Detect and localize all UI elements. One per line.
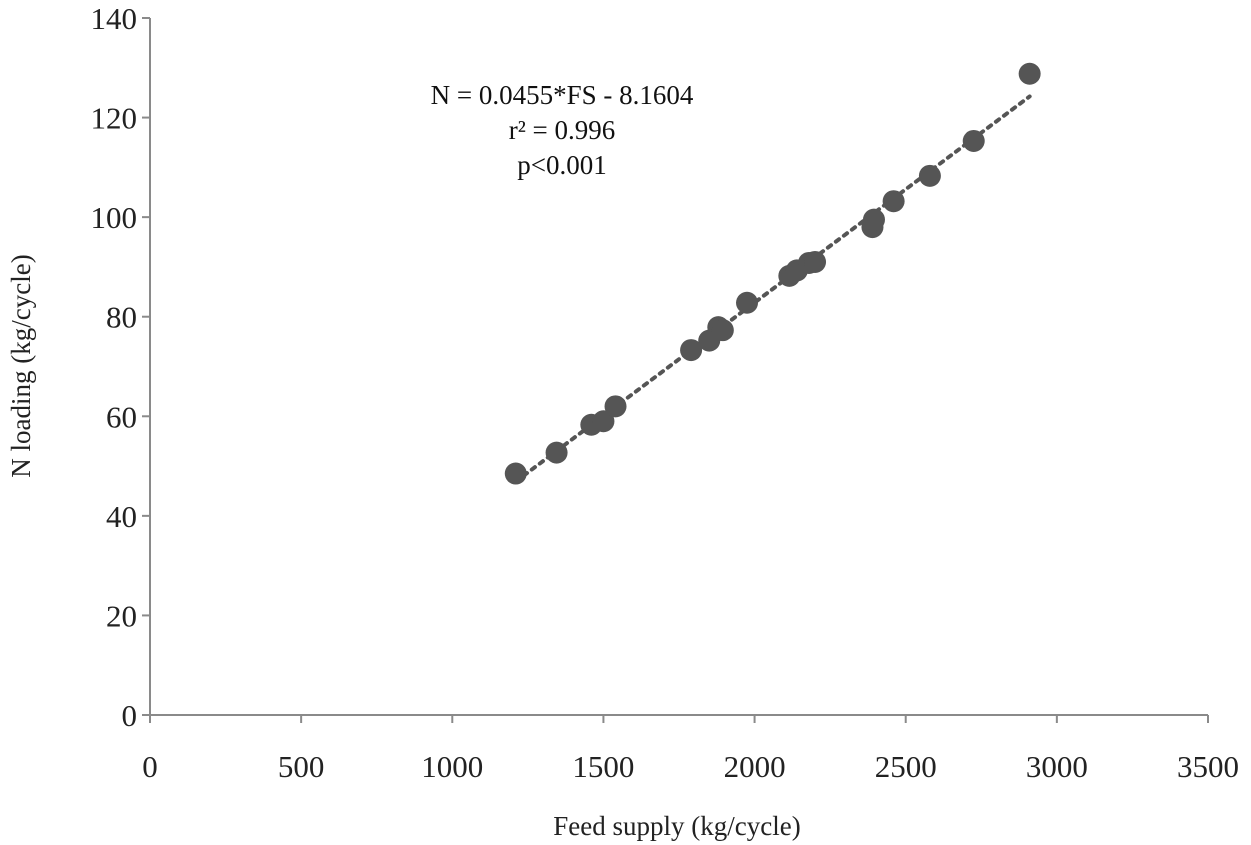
data-point: [918, 164, 941, 187]
data-point: [736, 291, 759, 314]
y-tick-label: 100: [91, 200, 138, 235]
r-squared-annotation: r² = 0.996: [509, 115, 616, 145]
x-tick-label: 2500: [875, 749, 937, 784]
data-point: [680, 339, 703, 362]
data-point: [504, 462, 527, 485]
y-tick-label: 120: [91, 101, 138, 136]
y-axis-title: N loading (kg/cycle): [6, 254, 36, 477]
data-point: [1018, 62, 1041, 85]
data-point: [804, 250, 827, 273]
y-tick-label: 60: [106, 399, 137, 434]
x-tick-label: 500: [278, 749, 325, 784]
x-tick-label: 3500: [1177, 749, 1239, 784]
points-layer: [504, 62, 1041, 485]
data-point: [882, 190, 905, 213]
data-point: [962, 129, 985, 152]
trendline-layer: [513, 94, 1032, 484]
data-point: [545, 441, 568, 464]
text-layer: N = 0.0455*FS - 8.1604 r² = 0.996 p<0.00…: [6, 80, 801, 841]
data-point: [604, 395, 627, 418]
x-tick-label: 3000: [1026, 749, 1088, 784]
y-tick-label: 20: [106, 598, 137, 633]
equation-annotation: N = 0.0455*FS - 8.1604: [431, 80, 694, 110]
y-tick-label: 40: [106, 499, 137, 534]
x-tick-label: 1500: [572, 749, 634, 784]
y-tick-label: 80: [106, 300, 137, 335]
x-axis-title: Feed supply (kg/cycle): [553, 811, 800, 841]
y-tick-label: 140: [91, 1, 138, 36]
p-value-annotation: p<0.001: [517, 150, 606, 180]
data-point: [592, 410, 615, 433]
axes: 0 20 40 60 80 100 120 140 0 500 1000 1500 2000 2500 30…: [91, 1, 1240, 784]
x-tick-label: 0: [142, 749, 158, 784]
x-tick-label: 2000: [724, 749, 786, 784]
x-tick-label: 1000: [421, 749, 483, 784]
trendline: [513, 94, 1032, 484]
data-point: [711, 319, 734, 342]
data-point: [862, 208, 885, 231]
y-tick-label: 0: [122, 698, 138, 733]
